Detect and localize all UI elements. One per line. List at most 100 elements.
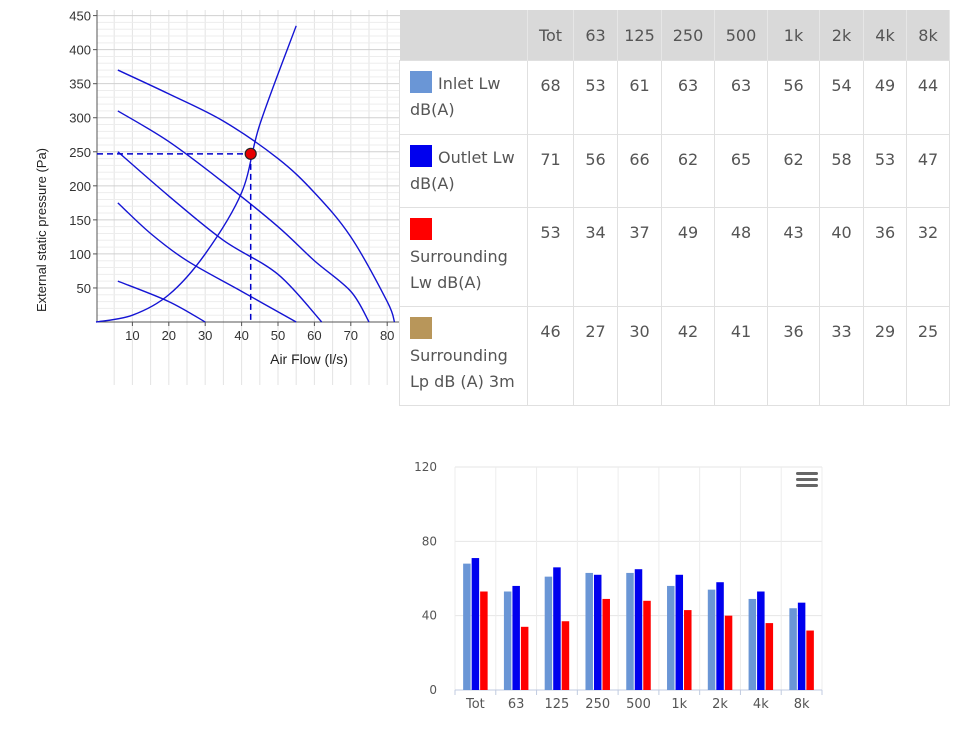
bar bbox=[512, 585, 520, 690]
y-tick-label: 400 bbox=[69, 43, 91, 58]
table-cell: 36 bbox=[767, 306, 820, 406]
bar bbox=[593, 574, 602, 690]
table-header-cell: 500 bbox=[714, 10, 768, 61]
table-cell: 43 bbox=[767, 207, 820, 307]
table-header-cell: 1k bbox=[767, 10, 820, 61]
table-header-cell: 125 bbox=[617, 10, 662, 61]
bar-x-tick-label: 63 bbox=[508, 697, 525, 712]
table-cell: 54 bbox=[819, 60, 864, 135]
table-cell: 46 bbox=[527, 306, 574, 406]
table-cell: 53 bbox=[573, 60, 618, 135]
fan-curve-line bbox=[95, 25, 297, 323]
fan-chart-curves bbox=[95, 25, 396, 323]
fan-chart-axes: 50 100 150 200 250 300 350 400 450 10 20 30 40 50 60 70… bbox=[69, 9, 400, 343]
sound-bar-chart: 0 40 80 120 Tot 63 125 250 500 1k 2k 4k 8k bbox=[414, 460, 823, 712]
table-cell: 53 bbox=[527, 207, 574, 307]
bar bbox=[626, 572, 634, 690]
table-cell: 32 bbox=[906, 207, 950, 307]
table-cell: 36 bbox=[863, 207, 907, 307]
table-row: Inlet Lw dB(A) 68 53 61 63 63 56 54 49 4… bbox=[399, 60, 950, 135]
table-cell: 63 bbox=[661, 60, 715, 135]
table-cell: 33 bbox=[819, 306, 864, 406]
bar bbox=[480, 591, 488, 690]
y-tick-label: 350 bbox=[69, 77, 91, 92]
bar bbox=[675, 574, 684, 690]
bar-x-tick-label: 250 bbox=[585, 697, 610, 712]
table-cell: 34 bbox=[573, 207, 618, 307]
table-cell: 56 bbox=[573, 134, 618, 208]
row-label-cell: Surrounding Lw dB(A) bbox=[399, 207, 528, 307]
table-cell: 44 bbox=[906, 60, 950, 135]
bar-y-tick-label: 0 bbox=[429, 683, 437, 697]
table-cell: 29 bbox=[863, 306, 907, 406]
fan-curve-line bbox=[117, 202, 297, 323]
x-tick-label: 70 bbox=[344, 328, 358, 343]
bar-x-tick-label: 1k bbox=[671, 697, 687, 712]
bar bbox=[748, 598, 757, 690]
x-tick-label: 30 bbox=[198, 328, 212, 343]
sound-data-table: Tot 63 125 250 500 1k 2k 4k 8k Inlet Lw … bbox=[399, 10, 950, 406]
y-tick-label: 300 bbox=[69, 111, 91, 126]
bar bbox=[797, 602, 806, 690]
table-cell: 30 bbox=[617, 306, 662, 406]
table-cell: 63 bbox=[714, 60, 768, 135]
table-header-cell: 250 bbox=[661, 10, 715, 61]
row-label: Surrounding Lp dB (A) 3m bbox=[410, 346, 515, 391]
table-cell: 58 bbox=[819, 134, 864, 208]
row-label: Outlet Lw dB(A) bbox=[410, 148, 515, 193]
legend-swatch bbox=[410, 218, 432, 240]
operating-point bbox=[244, 147, 257, 160]
y-tick-label: 200 bbox=[69, 179, 91, 194]
table-cell: 62 bbox=[661, 134, 715, 208]
x-tick-label: 40 bbox=[234, 328, 248, 343]
table-cell: 62 bbox=[767, 134, 820, 208]
y-tick-label: 450 bbox=[69, 9, 91, 24]
bar bbox=[585, 572, 593, 690]
bar-x-tick-label: 8k bbox=[794, 697, 810, 712]
y-tick-label: 150 bbox=[69, 213, 91, 228]
bar bbox=[602, 598, 610, 690]
bar bbox=[707, 589, 716, 690]
bar-x-tick-label: 2k bbox=[712, 697, 728, 712]
table-cell: 68 bbox=[527, 60, 574, 135]
bar-chart-bars bbox=[463, 558, 814, 690]
table-row: Outlet Lw dB(A) 71 56 66 62 65 62 58 53 … bbox=[399, 134, 950, 208]
x-tick-label: 10 bbox=[125, 328, 139, 343]
bar bbox=[789, 608, 797, 690]
bar-y-tick-label: 80 bbox=[422, 534, 437, 548]
bar bbox=[463, 563, 471, 690]
y-tick-label: 250 bbox=[69, 145, 91, 160]
bar bbox=[716, 582, 724, 690]
bar bbox=[503, 591, 512, 690]
table-cell: 25 bbox=[906, 306, 950, 406]
table-cell: 47 bbox=[906, 134, 950, 208]
table-cell: 48 bbox=[714, 207, 768, 307]
bar bbox=[643, 600, 651, 690]
table-cell: 71 bbox=[527, 134, 574, 208]
bar bbox=[634, 569, 643, 690]
legend-swatch bbox=[410, 71, 432, 93]
bar bbox=[667, 585, 675, 690]
bar bbox=[684, 610, 692, 690]
x-tick-label: 20 bbox=[162, 328, 176, 343]
table-cell: 27 bbox=[573, 306, 618, 406]
y-tick-label: 50 bbox=[77, 281, 91, 296]
table-header-cell bbox=[399, 10, 528, 61]
table-header-cell: 2k bbox=[819, 10, 864, 61]
x-tick-label: 50 bbox=[271, 328, 285, 343]
fan-y-axis-label: External static pressure (Pa) bbox=[34, 148, 49, 312]
bar-chart-labels: 0 40 80 120 Tot 63 125 250 500 1k 2k 4k 8k bbox=[414, 460, 810, 712]
row-label-cell: Outlet Lw dB(A) bbox=[399, 134, 528, 208]
x-tick-label: 80 bbox=[380, 328, 394, 343]
table-cell: 56 bbox=[767, 60, 820, 135]
fan-curve-line bbox=[117, 110, 370, 323]
bar bbox=[544, 576, 553, 690]
hamburger-menu-icon[interactable] bbox=[796, 472, 818, 490]
table-cell: 42 bbox=[661, 306, 715, 406]
bar bbox=[757, 591, 765, 690]
bar bbox=[561, 621, 570, 690]
fan-curve-chart: 50 100 150 200 250 300 350 400 450 10 20 30 40 50 60 70… bbox=[34, 9, 400, 385]
bar bbox=[765, 623, 774, 690]
bar-y-tick-label: 120 bbox=[414, 460, 437, 474]
bar-y-tick-label: 40 bbox=[422, 609, 437, 623]
